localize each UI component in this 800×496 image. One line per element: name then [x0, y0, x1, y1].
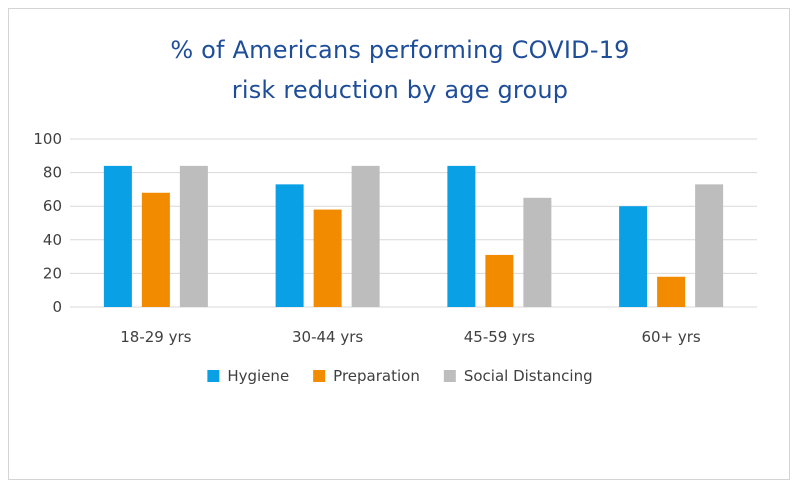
legend-label: Preparation	[333, 367, 420, 385]
y-tick-label: 40	[43, 231, 62, 249]
legend-swatch	[207, 370, 220, 382]
chart-frame	[8, 8, 790, 480]
chart-title: % of Americans performing COVID-19 risk …	[0, 30, 800, 110]
legend: Hygiene Preparation Social Distancing	[207, 367, 593, 385]
legend-label: Social Distancing	[464, 367, 593, 385]
x-category-label: 60+ yrs	[641, 328, 700, 346]
bar-hygiene	[447, 165, 476, 307]
gridlines	[70, 138, 757, 308]
chart-title-line-1: % of Americans performing COVID-19	[170, 36, 630, 64]
bar-social-distancing	[351, 165, 380, 307]
legend-label: Hygiene	[227, 367, 289, 385]
y-tick-label: 60	[43, 197, 62, 215]
y-tick-label: 0	[52, 298, 62, 316]
bar-hygiene	[275, 184, 304, 307]
bar-social-distancing	[179, 165, 208, 307]
y-tick-label: 20	[43, 264, 62, 282]
bar-preparation	[657, 276, 686, 307]
bar-preparation	[141, 192, 170, 307]
x-category-label: 45-59 yrs	[464, 328, 535, 346]
bar-preparation	[313, 209, 342, 307]
x-category-label: 30-44 yrs	[292, 328, 363, 346]
y-tick-label: 80	[43, 164, 62, 182]
legend-swatch	[443, 370, 456, 382]
bar-social-distancing	[695, 184, 724, 307]
legend-swatch	[313, 370, 326, 382]
y-axis-ticks: 0 20 40 60 80 100	[33, 130, 62, 316]
bars	[103, 165, 724, 307]
chart-title-line-2: risk reduction by age group	[231, 76, 569, 104]
y-tick-label: 100	[33, 130, 62, 148]
x-category-label: 18-29 yrs	[120, 328, 191, 346]
x-axis-categories: 18-29 yrs 30-44 yrs 45-59 yrs 60+ yrs	[120, 328, 701, 346]
bar-preparation	[485, 254, 514, 307]
bar-social-distancing	[523, 197, 552, 307]
bar-hygiene	[103, 165, 132, 307]
bar-hygiene	[619, 206, 648, 307]
